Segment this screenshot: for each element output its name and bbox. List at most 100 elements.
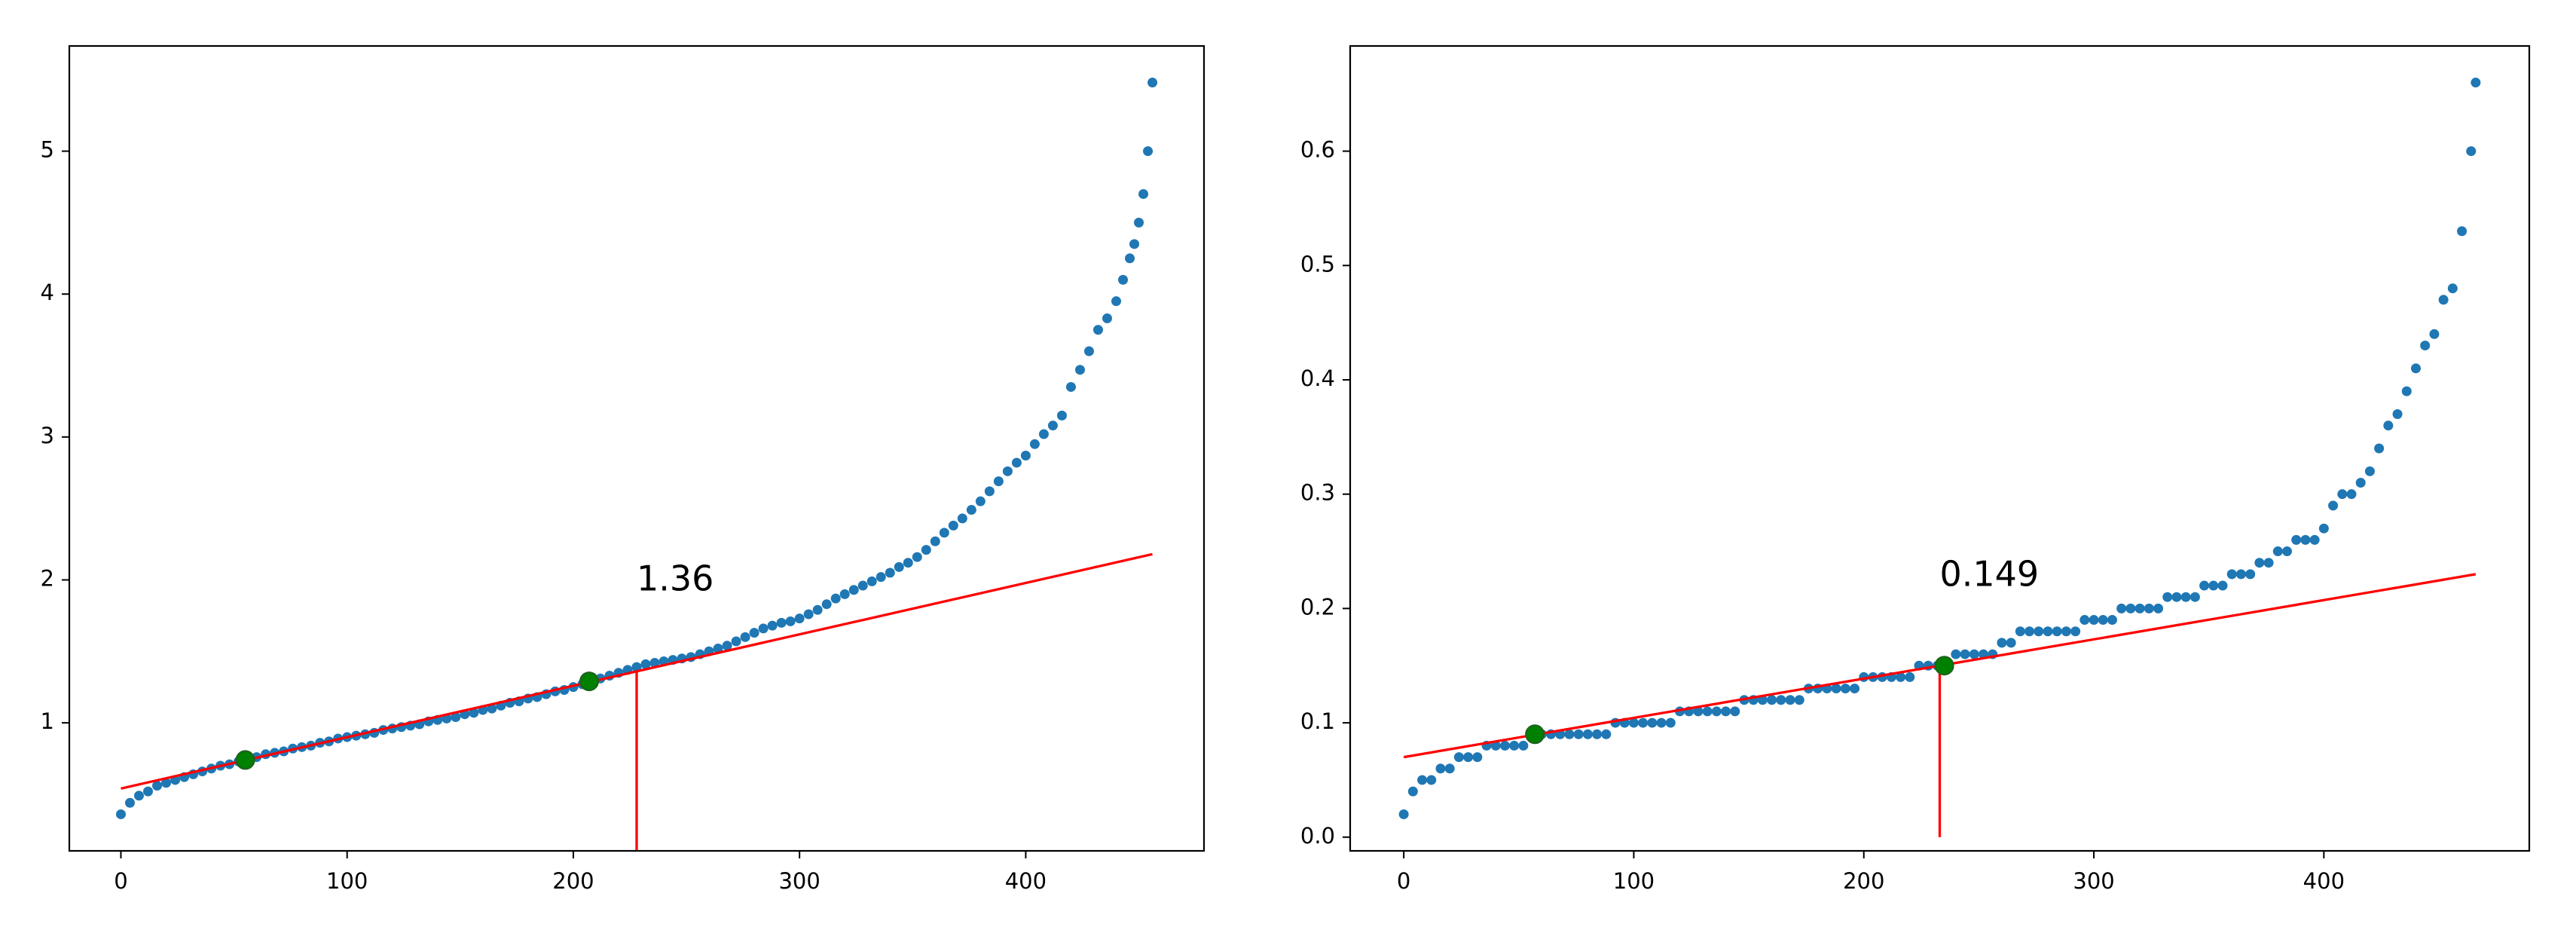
data-point <box>1601 729 1612 739</box>
data-point <box>2374 443 2385 454</box>
axes-frame <box>68 44 1205 852</box>
data-point <box>1711 706 1722 717</box>
data-point <box>1463 752 1474 763</box>
x-tick-label: 100 <box>326 868 368 894</box>
y-tick-label: 0.2 <box>1300 594 1335 619</box>
data-point <box>1102 313 1112 323</box>
data-point <box>1905 671 1915 682</box>
data-point <box>1499 740 1510 751</box>
data-point <box>1730 706 1740 717</box>
data-point <box>640 659 651 669</box>
data-point <box>469 708 479 718</box>
data-point <box>2392 408 2403 419</box>
data-point <box>451 712 461 723</box>
data-point <box>2015 626 2025 637</box>
data-point <box>2471 78 2481 88</box>
data-point <box>2153 603 2164 613</box>
data-point <box>767 620 778 631</box>
data-point <box>885 567 895 578</box>
data-point <box>2089 615 2099 626</box>
data-point <box>2383 421 2394 431</box>
data-point <box>2318 523 2329 534</box>
data-point <box>1138 188 1149 199</box>
x-tick-label: 400 <box>1005 868 1047 894</box>
highlight-point <box>579 671 599 692</box>
data-point <box>2199 580 2210 591</box>
data-point <box>1628 717 1639 728</box>
data-point <box>2420 340 2431 350</box>
data-point <box>2043 626 2053 637</box>
y-tick-label: 0.0 <box>1300 823 1335 849</box>
y-tick-label: 0.1 <box>1300 708 1335 734</box>
y-tick-label: 3 <box>41 423 54 448</box>
plot-area <box>115 78 1158 851</box>
data-point <box>930 536 940 546</box>
data-point <box>1020 450 1031 460</box>
data-point <box>151 781 162 791</box>
data-point <box>2410 363 2421 374</box>
annotation: 0.149 <box>1940 553 2040 594</box>
data-point <box>1472 752 1483 763</box>
data-point <box>2079 615 2090 626</box>
data-point <box>2098 615 2108 626</box>
data-point <box>631 662 642 672</box>
data-point <box>1074 365 1085 375</box>
highlight-point <box>235 750 255 770</box>
data-point <box>1129 239 1140 249</box>
data-point <box>758 623 769 634</box>
data-point <box>2245 569 2256 580</box>
x-tick-label: 0 <box>114 868 127 894</box>
data-point <box>1785 695 1795 705</box>
data-point <box>2429 329 2440 339</box>
data-point <box>2309 534 2320 545</box>
data-point <box>1850 684 1860 694</box>
x-tick-label: 400 <box>2303 868 2345 894</box>
y-tick-label: 0.5 <box>1300 251 1335 277</box>
data-point <box>2457 226 2468 237</box>
data-point <box>1147 78 1158 88</box>
data-point <box>948 520 958 531</box>
y-tick-label: 1 <box>41 708 54 734</box>
axes-frame <box>1349 44 2531 852</box>
annotation: 1.36 <box>637 558 714 598</box>
data-point <box>1721 706 1731 717</box>
data-point <box>2401 386 2412 396</box>
data-point <box>1047 421 1058 431</box>
data-point <box>1896 671 1906 682</box>
data-point <box>1702 706 1713 717</box>
x-tick-label: 200 <box>552 868 594 894</box>
data-point <box>975 496 985 506</box>
data-point <box>1997 638 2007 648</box>
data-point <box>1564 729 1575 739</box>
data-point <box>903 558 913 568</box>
data-point <box>866 576 877 586</box>
data-point <box>812 604 823 615</box>
data-point <box>1767 695 1777 705</box>
data-point <box>722 641 732 651</box>
data-point <box>821 599 832 610</box>
data-point <box>1776 695 1786 705</box>
x-tick-label: 0 <box>1397 868 1410 894</box>
data-point <box>2024 626 2035 637</box>
data-point <box>2291 534 2302 545</box>
data-point <box>1693 706 1704 717</box>
data-point <box>2364 466 2375 476</box>
data-point <box>2034 626 2044 637</box>
data-point <box>839 589 850 599</box>
data-point <box>830 593 841 604</box>
data-point <box>1426 775 1437 785</box>
data-point <box>1111 296 1122 307</box>
data-point <box>2337 489 2348 500</box>
data-point <box>2116 603 2127 613</box>
data-point <box>776 617 787 628</box>
data-point <box>1582 729 1593 739</box>
x-tick-label: 200 <box>1843 868 1884 894</box>
data-point <box>2226 569 2237 580</box>
data-point <box>1656 717 1667 728</box>
data-point <box>1407 786 1418 797</box>
data-point <box>2282 546 2293 557</box>
data-point <box>1398 809 1409 819</box>
data-point <box>2061 626 2071 637</box>
data-point <box>1435 763 1446 774</box>
data-point <box>1647 717 1658 728</box>
